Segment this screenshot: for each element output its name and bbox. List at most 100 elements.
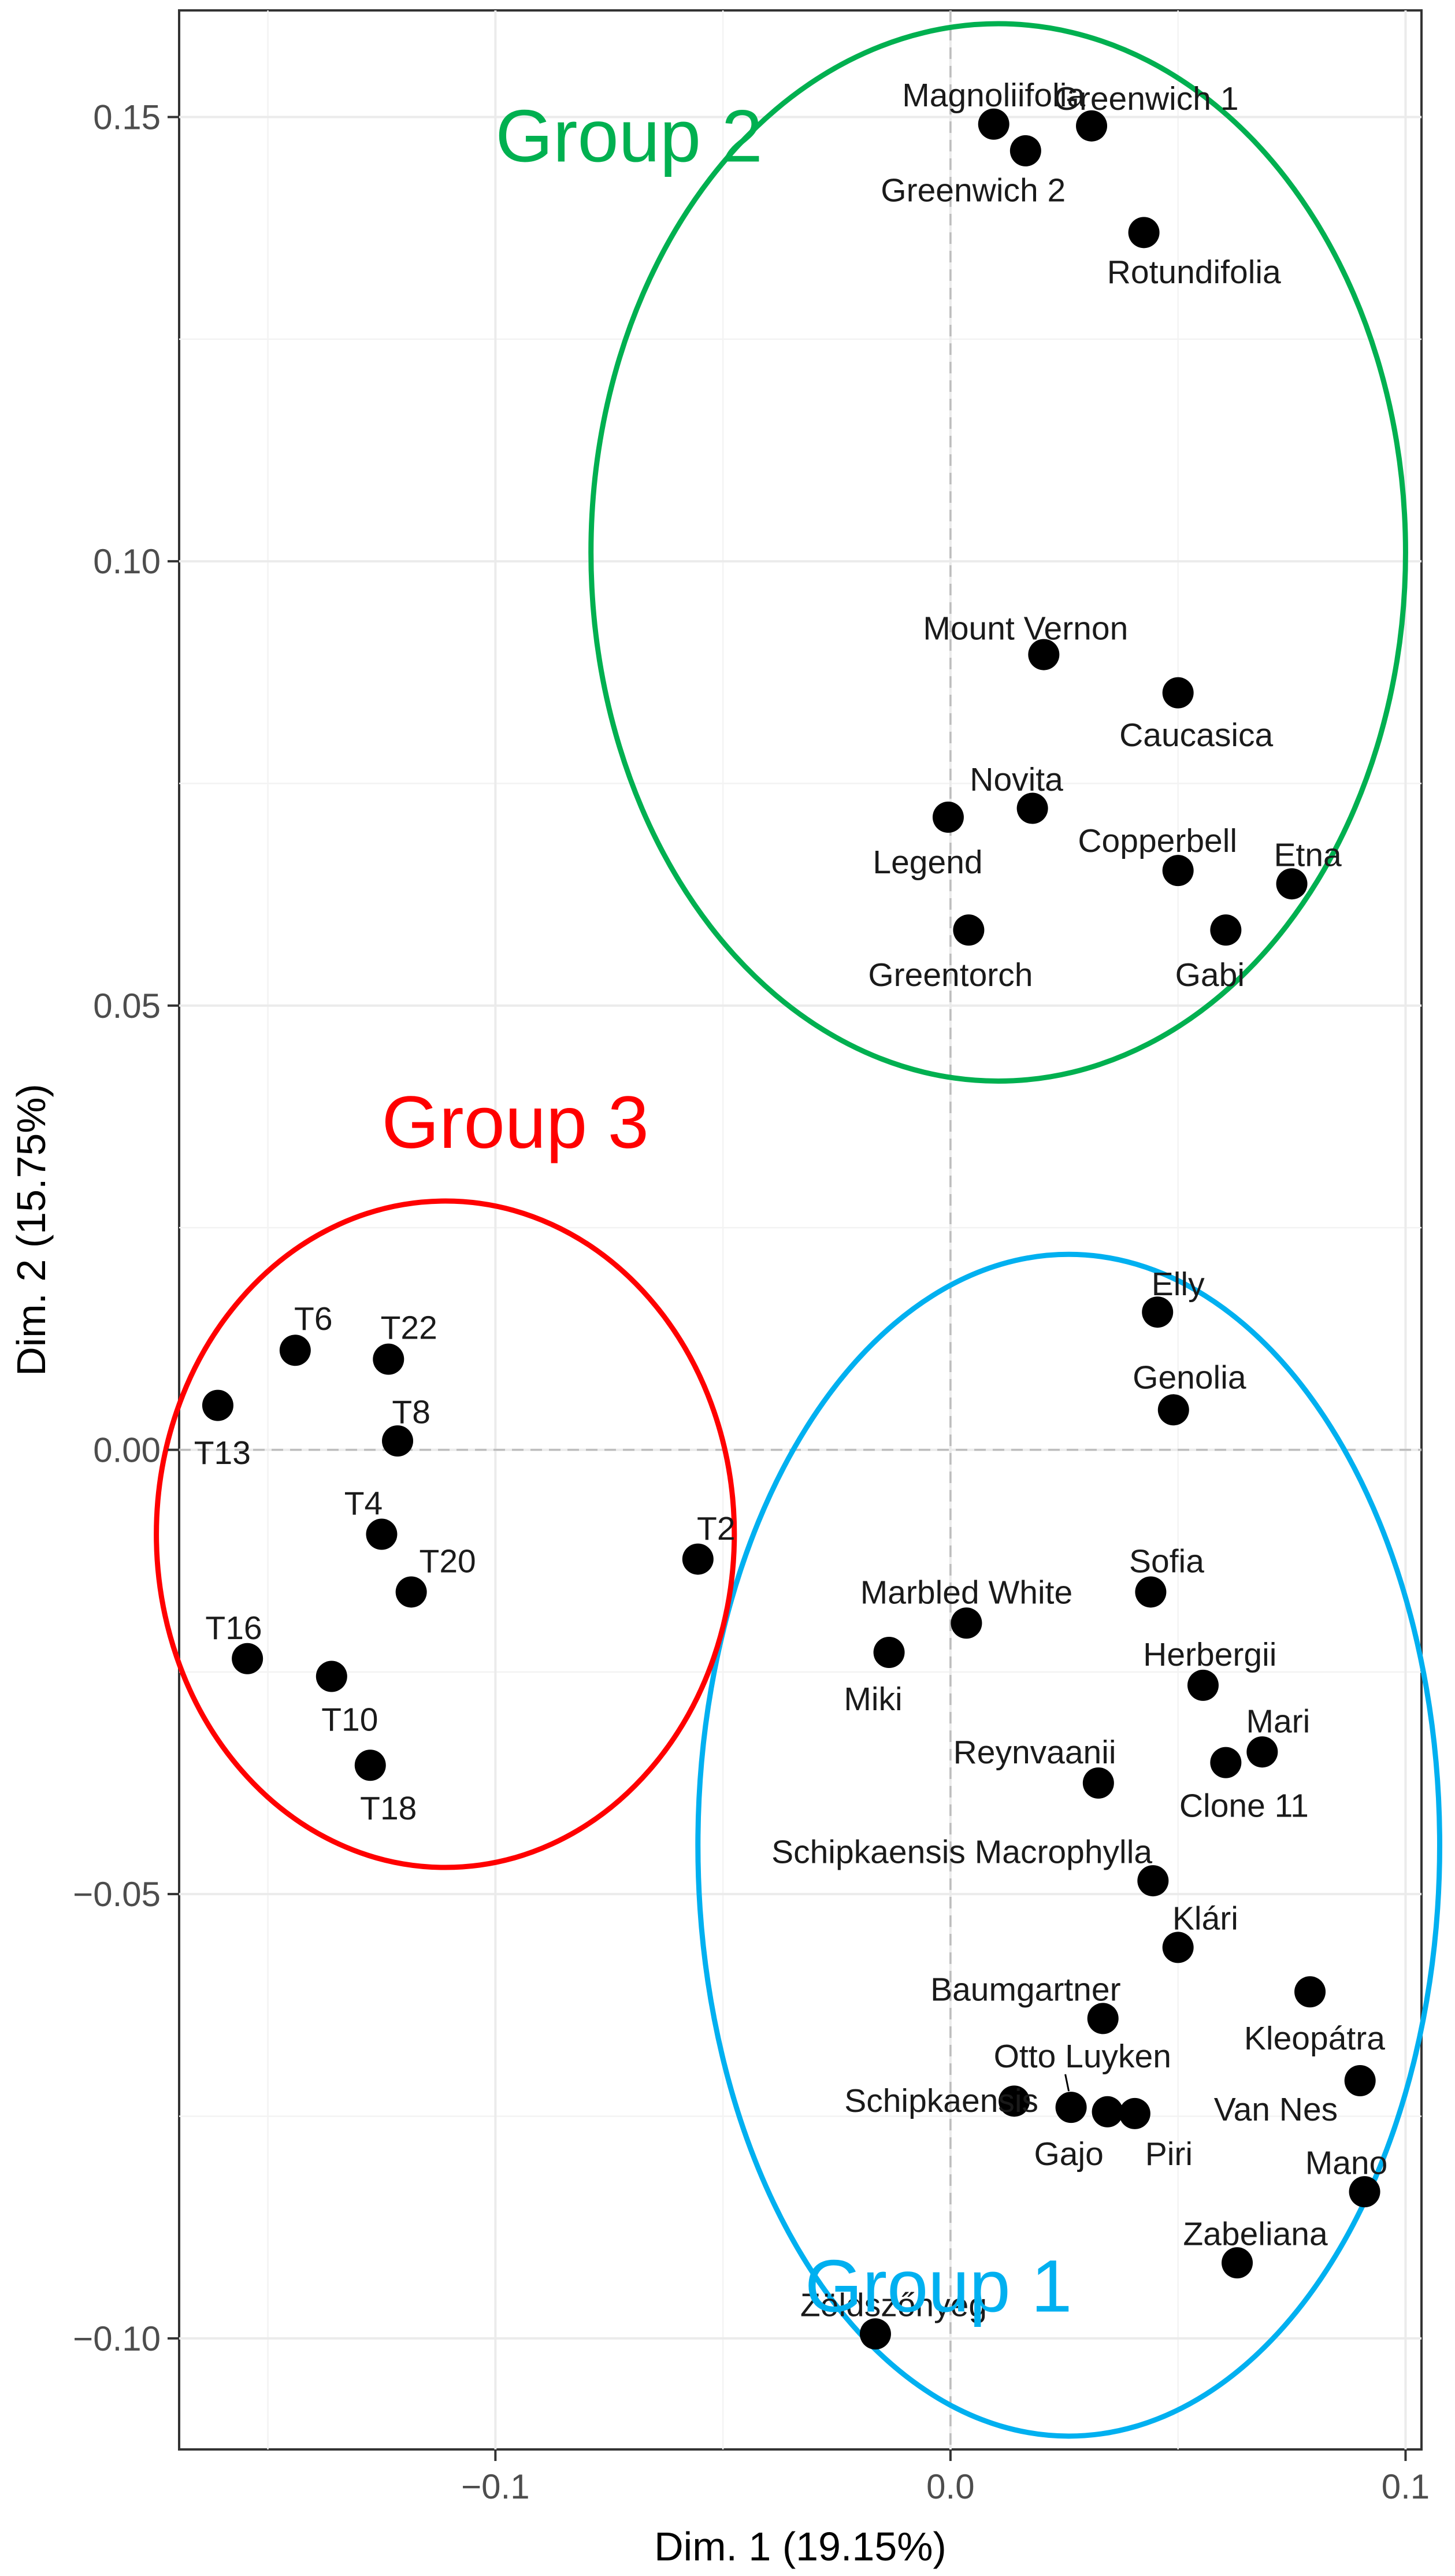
label-etna: Etna (1274, 836, 1342, 873)
group-1-title: Group 1 (805, 2245, 1072, 2328)
point-etna (1276, 868, 1308, 900)
label-schipkaensis: Schipkaensis (844, 2082, 1038, 2119)
point-clone-11 (1210, 1747, 1242, 1778)
x-axis: −0.1 0.0 0.1 (461, 2449, 1430, 2506)
label-clone-11: Clone 11 (1179, 1787, 1309, 1824)
point-herbergii (1187, 1669, 1219, 1701)
group-ellipses (154, 21, 1443, 2439)
point-miki (873, 1637, 905, 1669)
point-greentorch (953, 914, 985, 946)
point-gajo (1092, 2096, 1123, 2127)
y-tick-label: 0.00 (93, 1430, 161, 1469)
plot-panel (178, 9, 1423, 2451)
label-miki: Miki (844, 1681, 902, 1718)
y-tick-label: 0.10 (93, 542, 161, 581)
point-greenwich-2 (1009, 135, 1041, 166)
label-baumgartner: Baumgartner (930, 1971, 1121, 2008)
x-axis-title: Dim. 1 (19.15%) (654, 2524, 947, 2569)
y-axis-title: Dim. 2 (15.75%) (9, 1084, 54, 1376)
major-gridlines (179, 10, 1421, 2449)
point-greenwich-1 (1076, 110, 1108, 142)
x-tick-label: −0.1 (461, 2467, 529, 2506)
label-marbled-white: Marbled White (860, 1574, 1072, 1611)
point-t8 (382, 1425, 414, 1457)
point-kleop-tra (1294, 1976, 1326, 2008)
point-baumgartner (1087, 2003, 1119, 2034)
point-z-ldsz-nyeg (859, 2318, 891, 2350)
label-elly: Elly (1152, 1266, 1205, 1303)
label-leader-otto-luyken (1064, 2074, 1070, 2092)
x-tick-label: 0.1 (1382, 2467, 1430, 2506)
label-magnoliifolia: Magnoliifolia (902, 77, 1085, 114)
point-t2 (682, 1543, 714, 1575)
minor-gridlines (179, 10, 1421, 2449)
point-reynvaanii (1082, 1767, 1114, 1799)
label-novita: Novita (970, 761, 1063, 798)
label-t16: T16 (205, 1610, 262, 1647)
label-mount-vernon: Mount Vernon (923, 610, 1128, 647)
point-schipkaensis-macrophylla (1137, 1865, 1169, 1897)
label-t20: T20 (420, 1543, 476, 1580)
label-greenwich-1: Greenwich 1 (1054, 80, 1239, 117)
point-copperbell (1162, 855, 1194, 887)
group-1-ellipse (695, 1251, 1443, 2439)
point-marbled-white (951, 1607, 982, 1639)
label-mano: Mano (1305, 2144, 1388, 2181)
point-t20 (395, 1576, 427, 1608)
point-mari (1246, 1736, 1278, 1768)
label-otto-luyken: Otto Luyken (994, 2038, 1171, 2075)
label-rotundifolia: Rotundifolia (1107, 254, 1281, 291)
label-caucasica: Caucasica (1119, 717, 1273, 754)
label-mari: Mari (1246, 1703, 1311, 1740)
group-titles: Group 1 Group 2 Group 3 (381, 95, 1072, 2327)
group-2-ellipse (588, 21, 1408, 1084)
point-legend (932, 801, 964, 833)
label-herbergii: Herbergii (1143, 1636, 1276, 1673)
point-t22 (373, 1343, 404, 1375)
label-legend: Legend (873, 844, 982, 881)
label-t2: T2 (697, 1510, 736, 1547)
label-t4: T4 (344, 1485, 383, 1522)
label-sofia: Sofia (1129, 1543, 1204, 1580)
point-t6 (279, 1335, 311, 1366)
group-3-ellipse (154, 1198, 737, 1870)
point-kl-ri (1162, 1932, 1194, 1963)
label-t18: T18 (360, 1790, 417, 1827)
label-greentorch: Greentorch (868, 957, 1033, 994)
point-elly (1142, 1296, 1174, 1328)
point-van-nes (1344, 2065, 1376, 2097)
label-reynvaanii: Reynvaanii (953, 1734, 1116, 1771)
point-t16 (232, 1643, 263, 1674)
point-rotundifolia (1128, 217, 1160, 249)
point-genolia (1157, 1394, 1189, 1426)
label-t10: T10 (321, 1701, 378, 1738)
label-kleop-tra: Kleopátra (1244, 2020, 1385, 2057)
y-tick-label: 0.15 (93, 98, 161, 136)
label-kl-ri: Klári (1172, 1900, 1238, 1937)
point-mano (1349, 2176, 1380, 2208)
point-t4 (366, 1518, 398, 1550)
label-piri: Piri (1145, 2136, 1193, 2173)
group-2-title: Group 2 (495, 95, 762, 177)
label-t6: T6 (294, 1300, 333, 1337)
label-t13: T13 (194, 1435, 251, 1472)
y-axis: 0.15 0.10 0.05 0.00 −0.05 −0.10 (73, 98, 179, 2358)
point-gabi (1210, 914, 1242, 946)
point-schipkaensis (999, 2085, 1030, 2117)
label-van-nes: Van Nes (1214, 2091, 1338, 2128)
label-zabeliana: Zabeliana (1183, 2215, 1328, 2252)
point-otto-luyken (1055, 2092, 1087, 2123)
y-tick-label: −0.05 (73, 1875, 161, 1914)
point-magnoliifolia (978, 108, 1009, 140)
group-3-title: Group 3 (381, 1081, 649, 1164)
point-novita (1016, 792, 1048, 824)
y-tick-label: 0.05 (93, 987, 161, 1025)
x-tick-label: 0.0 (926, 2467, 974, 2506)
point-sofia (1135, 1576, 1167, 1608)
point-mount-vernon (1028, 639, 1060, 670)
label-t22: T22 (381, 1309, 437, 1346)
label-copperbell: Copperbell (1078, 822, 1237, 859)
label-gabi: Gabi (1175, 957, 1245, 994)
